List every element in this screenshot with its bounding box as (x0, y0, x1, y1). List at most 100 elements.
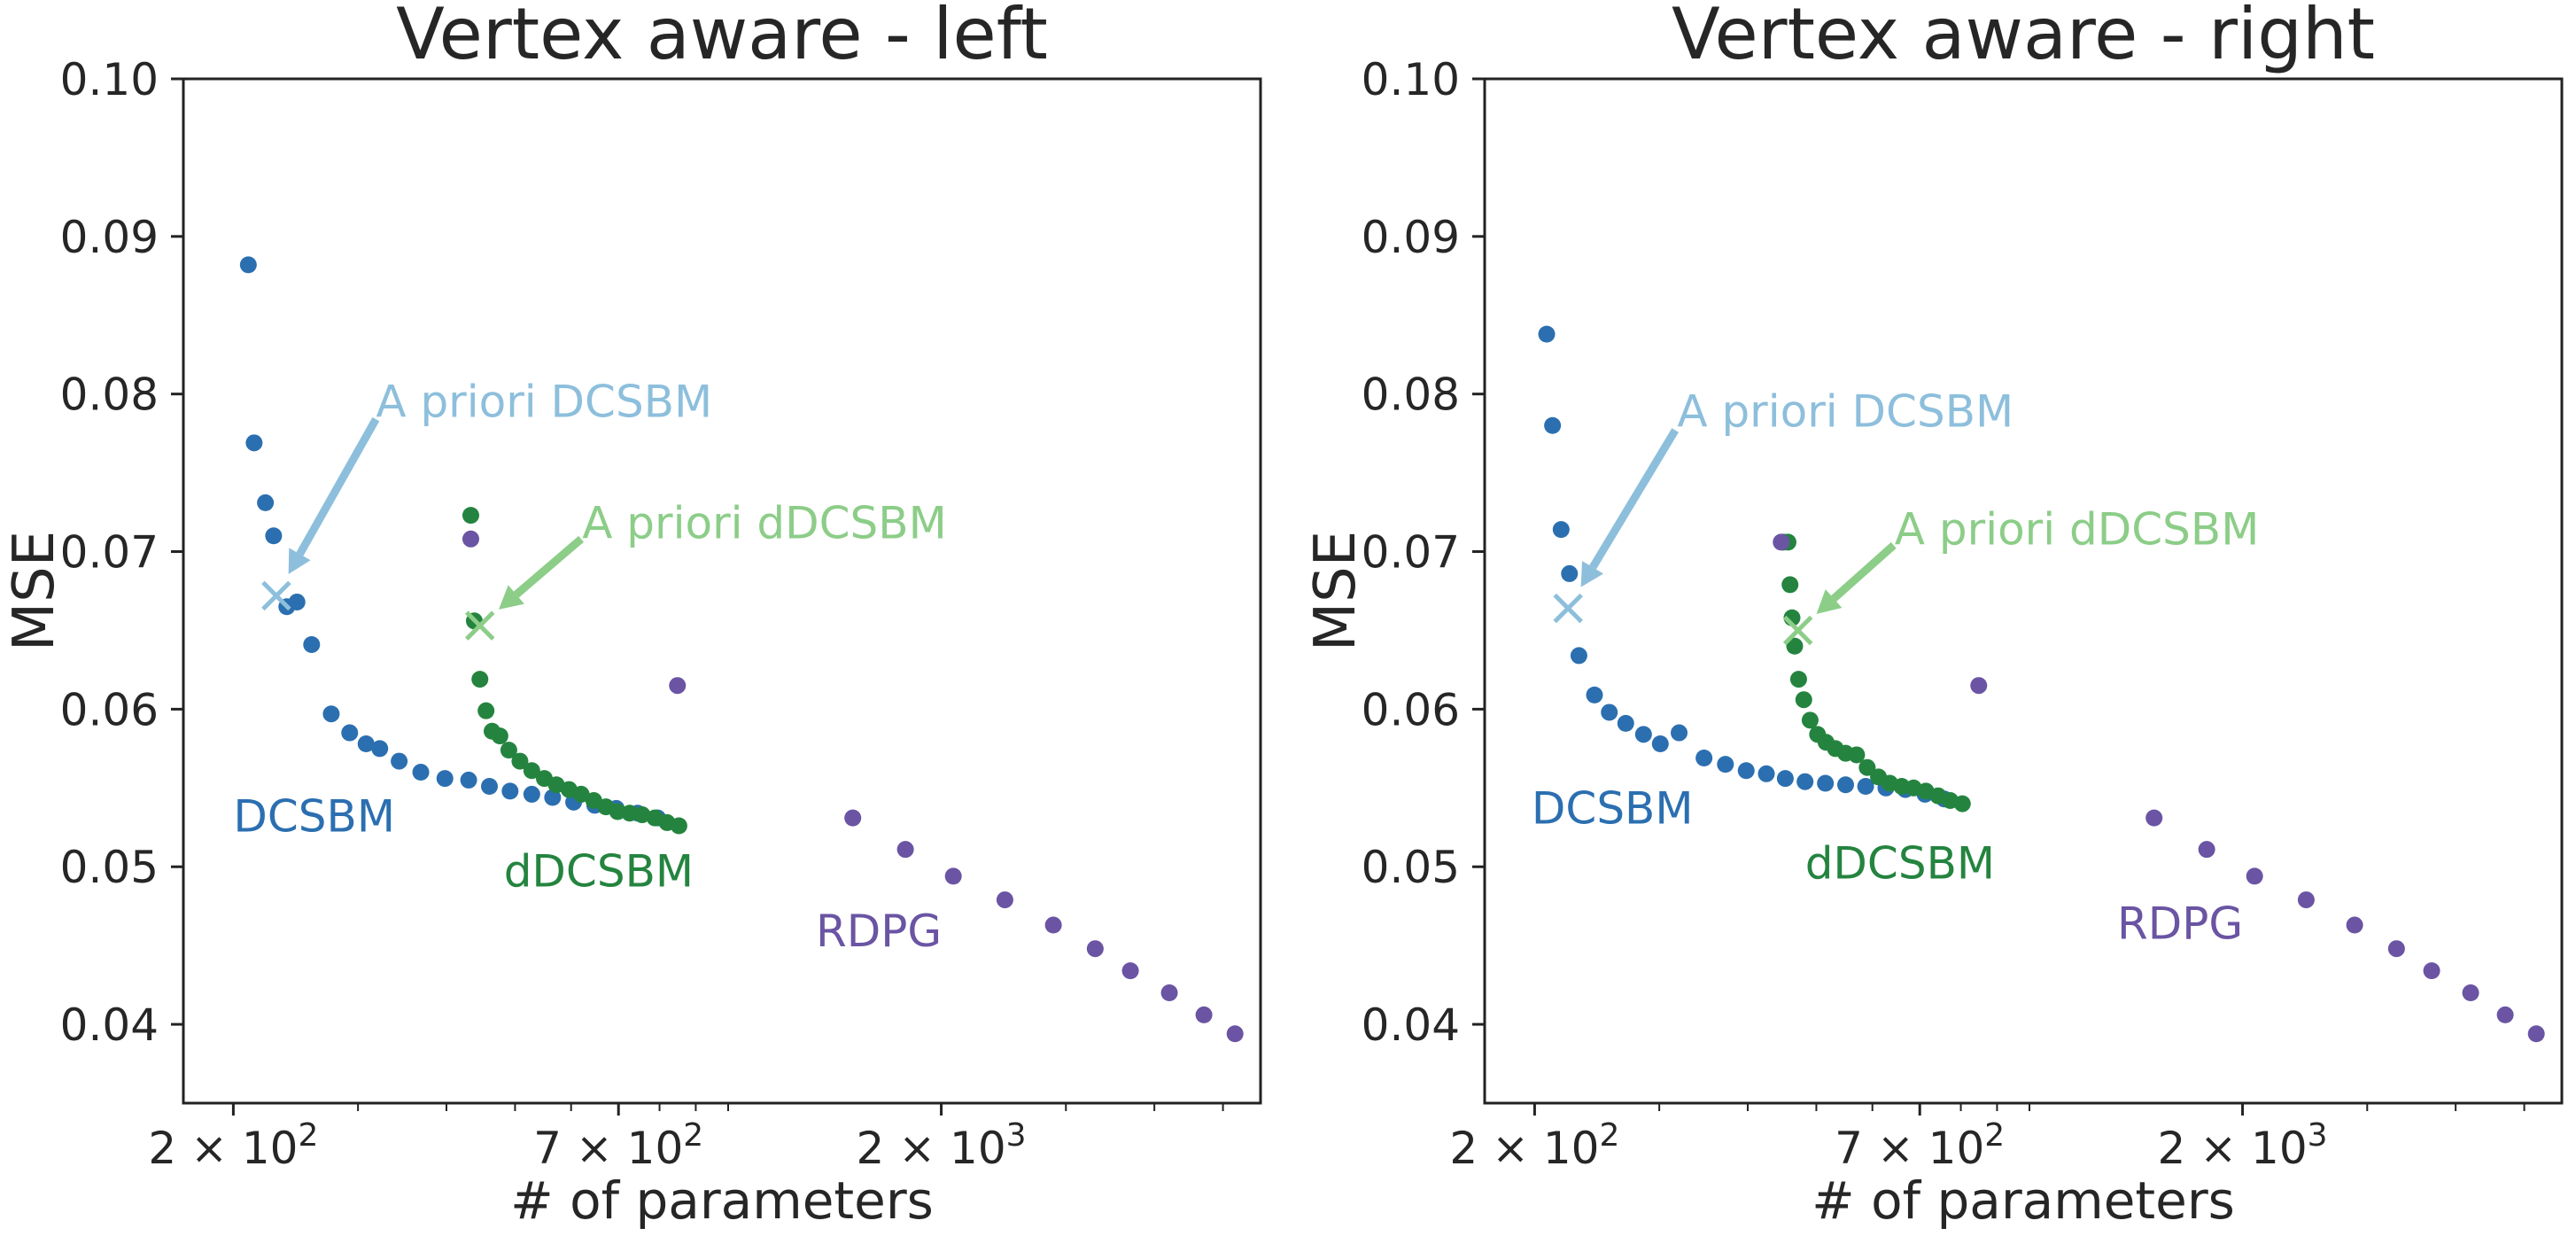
y-tick-label: 0.08 (1362, 369, 1460, 421)
data-point-rdpg (2527, 1025, 2545, 1043)
annotation-apriori-dcsbm: A priori DCSBM (261, 377, 712, 611)
data-point-dcsbm (436, 770, 454, 788)
annotation-apriori-dcsbm: A priori DCSBM (1553, 385, 2013, 624)
data-point-rdpg (2423, 962, 2440, 980)
data-point-ddcsbm (1801, 711, 1819, 729)
data-point-ddcsbm (1789, 671, 1807, 688)
x-marker (1782, 615, 1813, 646)
arrow-head (499, 585, 524, 610)
data-point-dcsbm (1601, 704, 1618, 721)
data-point-ddcsbm (1786, 637, 1804, 655)
data-point-rdpg (1160, 984, 1178, 1002)
annotation-label: A priori DCSBM (1677, 385, 2013, 437)
plot-frame (1483, 77, 2564, 1105)
data-point-ddcsbm (572, 785, 590, 803)
data-point-rdpg (2246, 867, 2263, 885)
x-tick-label: 2 × 102 (148, 1117, 318, 1174)
data-point-rdpg (2198, 841, 2215, 859)
data-point-dcsbm (257, 494, 275, 511)
x-axis-label: # of parameters (1812, 1170, 2235, 1231)
chart-panel-left: 0.04 0.05 0.06 0.07 0.08 0.09 0.10 2 × 102 7 × 1… (2, 0, 1262, 1231)
series-ddcsbm (462, 507, 687, 835)
series-ddcsbm (1774, 533, 1971, 812)
series-rdpg (462, 530, 1244, 1043)
data-point-dcsbm (357, 735, 375, 753)
data-point-dcsbm (1757, 765, 1775, 782)
annotation-label: A priori DCSBM (376, 377, 712, 428)
x-tick-label: 2 × 103 (857, 1117, 1027, 1174)
data-point-rdpg (1226, 1025, 1244, 1043)
data-point-rdpg (1195, 1006, 1213, 1023)
plot-frame (182, 77, 1262, 1105)
data-point-ddcsbm (621, 805, 639, 822)
series-label-ddcsbm: dDCSBM (504, 846, 694, 898)
data-point-rdpg (669, 677, 687, 695)
arrow-shaft (1831, 542, 1897, 602)
y-axis-label: MSE (1303, 531, 1369, 651)
data-point-rdpg (1970, 677, 1988, 695)
series-label-ddcsbm: dDCSBM (1805, 838, 1995, 890)
data-point-ddcsbm (511, 752, 529, 770)
x-tick-label: 7 × 102 (1835, 1117, 2005, 1174)
chart-title: Vertex aware - left (396, 0, 1048, 75)
data-point-dcsbm (460, 771, 477, 789)
data-point-dcsbm (1671, 724, 1688, 742)
data-point-dcsbm (303, 635, 321, 653)
y-tick-label: 0.05 (1362, 842, 1460, 893)
annotation-label: A priori dDCSBM (582, 498, 947, 549)
arrow-shaft (513, 535, 585, 598)
data-point-rdpg (462, 530, 479, 548)
data-point-ddcsbm (1858, 758, 1876, 776)
data-point-dcsbm (341, 724, 359, 742)
data-point-rdpg (844, 809, 862, 827)
data-point-ddcsbm (670, 817, 687, 835)
y-tick-label: 0.05 (60, 842, 159, 893)
data-point-ddcsbm (1795, 691, 1812, 709)
data-point-dcsbm (1796, 773, 1814, 790)
data-point-dcsbm (391, 752, 408, 770)
chart-panel-right: 0.04 0.05 0.06 0.07 0.08 0.09 0.10 2 × 102 7 × 1… (1303, 0, 2564, 1231)
data-point-ddcsbm (547, 776, 565, 794)
data-point-dcsbm (371, 740, 389, 758)
series-rdpg (1773, 533, 2545, 1043)
x-marker (1553, 593, 1583, 624)
data-point-ddcsbm (633, 806, 651, 824)
data-point-rdpg (2346, 916, 2363, 934)
y-tick-label: 0.04 (60, 999, 159, 1051)
data-point-dcsbm (1586, 686, 1603, 704)
data-point-ddcsbm (1781, 576, 1799, 594)
data-point-ddcsbm (477, 702, 495, 719)
data-point-dcsbm (1538, 325, 1556, 343)
y-tick-label: 0.07 (60, 527, 159, 579)
data-point-dcsbm (480, 778, 498, 796)
data-point-dcsbm (239, 256, 257, 274)
y-tick-label: 0.06 (60, 684, 159, 735)
data-point-dcsbm (288, 593, 306, 610)
data-point-dcsbm (1737, 762, 1755, 780)
series-label-rdpg: RDPG (816, 906, 942, 957)
data-point-rdpg (2462, 984, 2479, 1002)
data-point-dcsbm (1717, 756, 1734, 774)
data-point-rdpg (1044, 916, 1062, 934)
arrow-shaft (1589, 428, 1680, 570)
arrow-head (1580, 561, 1604, 587)
data-point-dcsbm (1837, 776, 1855, 794)
series-label-dcsbm: DCSBM (233, 790, 395, 842)
data-point-dcsbm (1617, 714, 1634, 732)
data-point-rdpg (944, 867, 962, 885)
x-tick-label: 7 × 102 (533, 1117, 703, 1174)
x-tick-label: 2 × 102 (1449, 1117, 1619, 1174)
y-tick-label: 0.08 (60, 369, 159, 421)
data-point-ddcsbm (471, 671, 489, 688)
data-point-dcsbm (1695, 750, 1713, 767)
arrow-shaft (296, 416, 380, 556)
data-point-dcsbm (1776, 770, 1794, 788)
annotation-apriori-ddcsbm: A priori dDCSBM (1782, 504, 2259, 646)
data-point-dcsbm (1552, 521, 1570, 539)
data-point-ddcsbm (1848, 746, 1866, 764)
data-point-dcsbm (1561, 564, 1579, 582)
data-point-rdpg (2496, 1006, 2514, 1023)
data-point-dcsbm (1544, 416, 1562, 434)
y-tick-label: 0.10 (60, 54, 159, 105)
data-point-dcsbm (245, 434, 263, 452)
